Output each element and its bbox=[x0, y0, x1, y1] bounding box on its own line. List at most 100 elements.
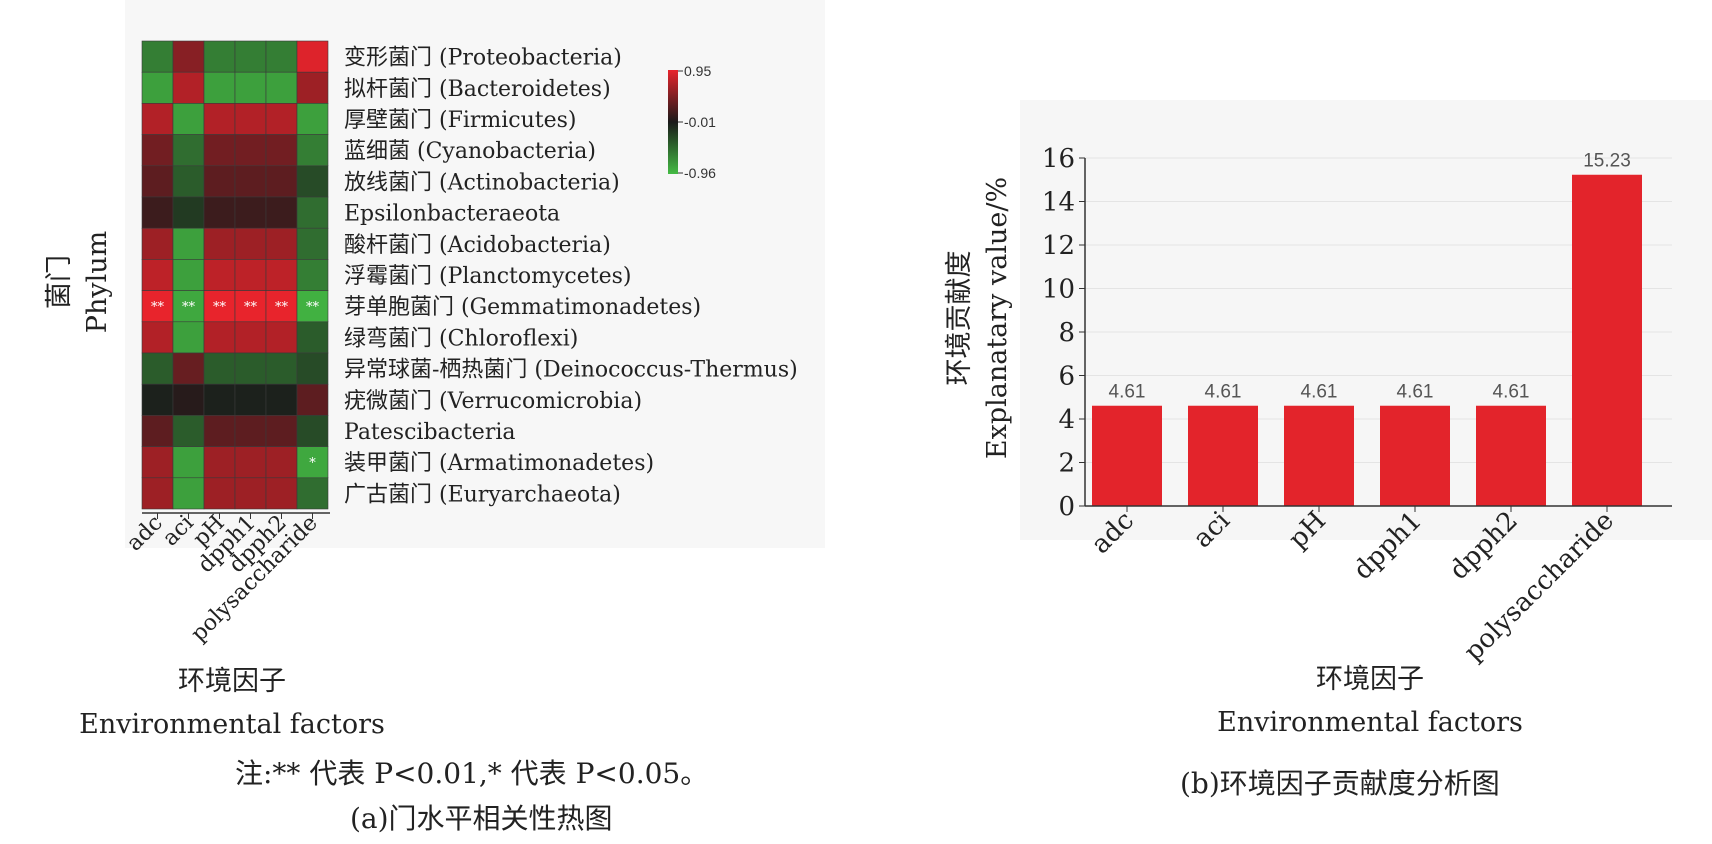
heatmap-cell bbox=[296, 40, 329, 73]
heatmap-row-label: 异常球菌-栖热菌门 (Deinococcus-Thermus) bbox=[344, 358, 798, 383]
heatmap-row-labels: 变形菌门 (Proteobacteria) 拟杆菌门 (Bacteroidetes… bbox=[344, 46, 798, 508]
heatmap-x-ticks bbox=[157, 513, 313, 519]
heatmap-significance-mark: ** bbox=[213, 300, 227, 315]
heatmap-row-label: 变形菌门 (Proteobacteria) bbox=[344, 46, 622, 71]
heatmap-cell bbox=[234, 134, 267, 167]
heatmap-row-label: 疣微菌门 (Verrucomicrobia) bbox=[344, 389, 642, 414]
heatmap-cell bbox=[141, 383, 174, 416]
heatmap-cell bbox=[172, 352, 205, 385]
heatmap-cell bbox=[296, 103, 329, 135]
colorbar-label-max: 0.95 bbox=[684, 63, 711, 79]
heatmap-cell bbox=[265, 352, 298, 385]
heatmap-cell bbox=[203, 196, 236, 229]
heatmap-cell bbox=[203, 259, 236, 291]
heatmap-cell bbox=[203, 415, 236, 447]
heatmap-colorbar bbox=[668, 70, 678, 174]
heatmap-cell bbox=[234, 446, 267, 479]
heatmap-row-label: 芽单胞菌门 (Gemmatimonadetes) bbox=[344, 295, 701, 320]
heatmap-cell bbox=[172, 103, 205, 135]
heatmap-cell bbox=[203, 134, 236, 167]
heatmap-cell bbox=[296, 352, 329, 385]
heatmap-cell bbox=[203, 40, 236, 73]
heatmap-cell bbox=[296, 196, 329, 229]
heatmap-cell bbox=[296, 477, 329, 510]
heatmap-cell bbox=[172, 71, 205, 104]
heatmap-cell bbox=[141, 352, 174, 385]
heatmap-cell bbox=[172, 259, 205, 291]
heatmap-cell bbox=[234, 477, 267, 510]
heatmap-cell bbox=[141, 321, 174, 354]
heatmap-cell bbox=[234, 165, 267, 198]
heatmap-significance-marks: ** ** ** ** ** *** bbox=[151, 300, 320, 471]
colorbar-label-mid: -0.01 bbox=[684, 114, 716, 130]
heatmap-cell bbox=[141, 290, 174, 323]
heatmap-cell bbox=[265, 477, 298, 510]
heatmap-cell bbox=[141, 446, 174, 479]
heatmap-row-label: 浮霉菌门 (Planctomycetes) bbox=[344, 264, 631, 289]
heatmap-caption: (a)门水平相关性热图 bbox=[350, 802, 613, 835]
heatmap-cell bbox=[172, 415, 205, 447]
heatmap-cell bbox=[265, 196, 298, 229]
heatmap-cell bbox=[141, 134, 174, 167]
heatmap-row-label: 蓝细菌 (Cyanobacteria) bbox=[344, 139, 596, 164]
heatmap-cell bbox=[172, 40, 205, 73]
heatmap-cell bbox=[265, 446, 298, 479]
heatmap-significance-mark: ** bbox=[275, 300, 289, 315]
heatmap-cell bbox=[141, 165, 174, 198]
heatmap-cell bbox=[296, 134, 329, 167]
heatmap-cell bbox=[296, 415, 329, 447]
heatmap-cell bbox=[265, 227, 298, 260]
heatmap-cell bbox=[265, 40, 298, 73]
heatmap-row-label: 厚壁菌门 (Firmicutes) bbox=[344, 108, 577, 133]
bar-caption: (b)环境因子贡献度分析图 bbox=[1180, 767, 1500, 800]
heatmap-cell bbox=[172, 446, 205, 479]
heatmap-row-label: 绿弯菌门 (Chloroflexi) bbox=[344, 326, 578, 351]
heatmap-row-label: 广古菌门 (Euryarchaeota) bbox=[344, 482, 621, 507]
heatmap-cell bbox=[141, 227, 174, 260]
heatmap-cell bbox=[203, 477, 236, 510]
heatmap-cell bbox=[265, 71, 298, 104]
heatmap-cell bbox=[265, 134, 298, 167]
heatmap-cell bbox=[265, 383, 298, 416]
heatmap-cell bbox=[203, 383, 236, 416]
heatmap-cell bbox=[141, 40, 174, 73]
heatmap-cell bbox=[172, 321, 205, 354]
heatmap-cell bbox=[234, 415, 267, 447]
heatmap-cell bbox=[172, 196, 205, 229]
heatmap-cell bbox=[172, 227, 205, 260]
heatmap-cell bbox=[141, 477, 174, 510]
heatmap-cell bbox=[203, 103, 236, 135]
heatmap-row-label: 装甲菌门 (Armatimonadetes) bbox=[344, 451, 654, 476]
heatmap-row-label: Patescibacteria bbox=[344, 420, 516, 445]
heatmap-cells bbox=[141, 40, 329, 510]
heatmap-cell bbox=[203, 71, 236, 104]
heatmap-x-label-en: Environmental factors bbox=[79, 709, 385, 740]
heatmap-cell bbox=[203, 446, 236, 479]
heatmap-cell bbox=[296, 259, 329, 291]
heatmap-cell bbox=[172, 477, 205, 510]
heatmap-cell bbox=[296, 227, 329, 260]
heatmap-cell bbox=[265, 321, 298, 354]
heatmap-cell bbox=[265, 103, 298, 135]
heatmap-cell bbox=[172, 290, 205, 323]
heatmap-cell bbox=[234, 321, 267, 354]
heatmap-cell bbox=[203, 227, 236, 260]
heatmap-cell bbox=[141, 196, 174, 229]
heatmap-cell bbox=[203, 290, 236, 323]
heatmap-cell bbox=[172, 134, 205, 167]
heatmap-cell bbox=[296, 383, 329, 416]
heatmap-cell bbox=[172, 165, 205, 198]
colorbar-label-min: -0.96 bbox=[684, 165, 716, 181]
heatmap-cell bbox=[234, 196, 267, 229]
heatmap-cell bbox=[141, 71, 174, 104]
heatmap-cell bbox=[234, 352, 267, 385]
heatmap-cell bbox=[172, 383, 205, 416]
heatmap-significance-mark: * bbox=[309, 456, 316, 471]
heatmap-cell bbox=[234, 383, 267, 416]
heatmap-y-label-en: Phylum bbox=[82, 231, 113, 333]
heatmap-cell bbox=[234, 103, 267, 135]
heatmap-x-label-cn: 环境因子 bbox=[178, 666, 286, 697]
heatmap-row-label: 拟杆菌门 (Bacteroidetes) bbox=[344, 77, 611, 102]
